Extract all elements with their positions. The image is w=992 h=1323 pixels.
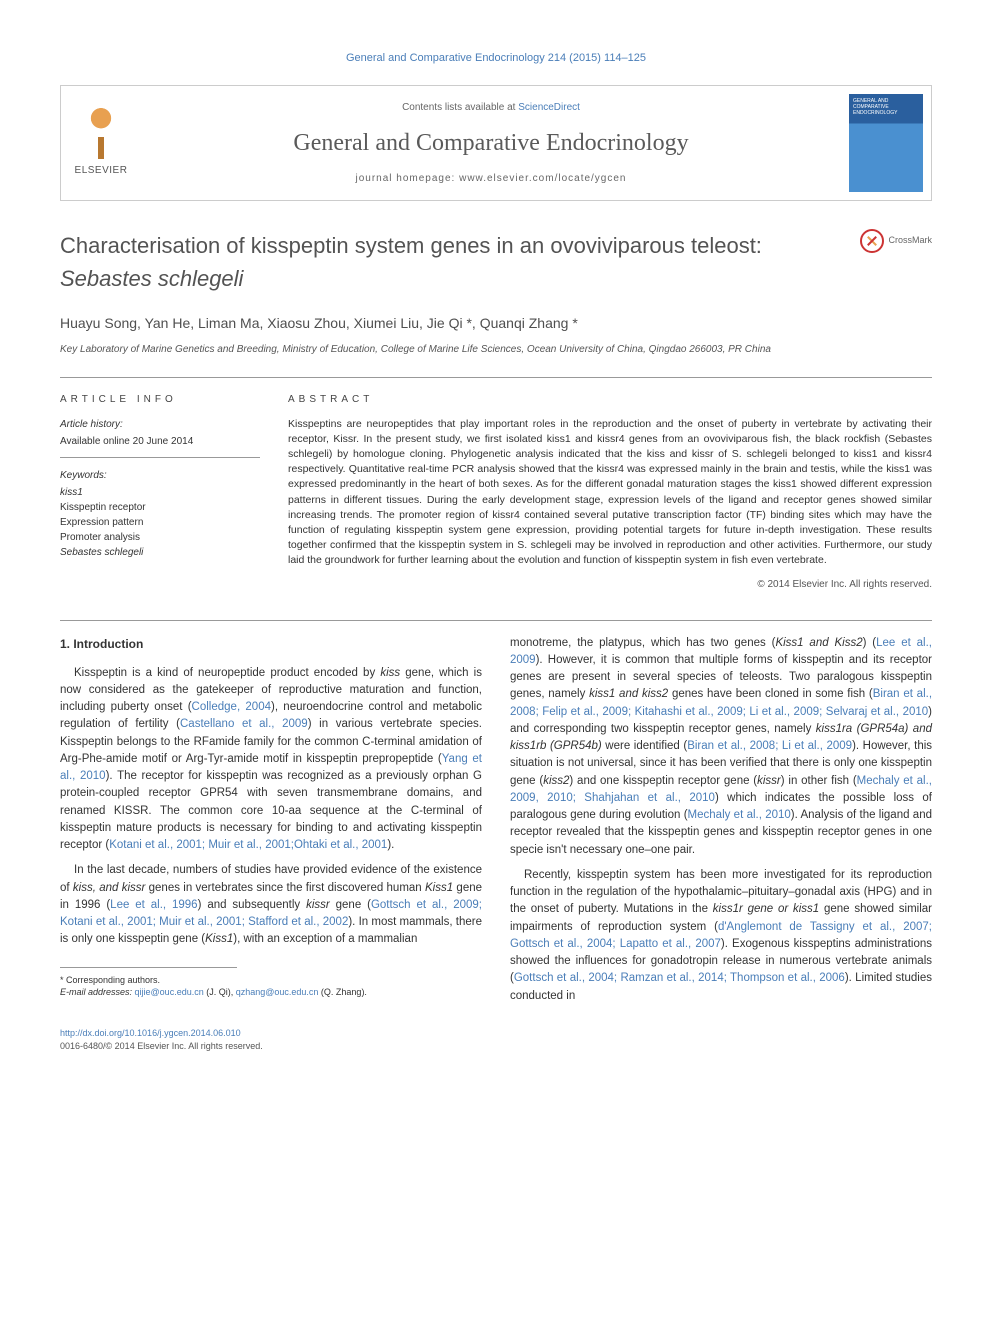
contents-line: Contents lists available at ScienceDirec… [151,100,831,115]
title-species: Sebastes schlegeli [60,266,243,291]
gene-name: kiss1r gene or kiss1 [713,903,819,915]
body-col-left: 1. Introduction Kisspeptin is a kind of … [60,635,482,1013]
text: ), with an exception of a mammalian [233,933,417,945]
abstract-head: ABSTRACT [288,392,932,407]
text: ) in other fish ( [781,775,857,787]
crossmark-icon [860,229,884,253]
author-list: Huayu Song, Yan He, Liman Ma, Xiaosu Zho… [60,313,932,334]
body-columns: 1. Introduction Kisspeptin is a kind of … [60,635,932,1013]
text: ) ( [863,637,877,649]
keyword: Expression pattern [60,515,260,530]
gene-name: kiss1 and kiss2 [589,688,668,700]
paragraph: Recently, kisspeptin system has been mor… [510,867,932,1005]
text: ). [387,839,394,851]
corresponding-authors: * Corresponding authors. E-mail addresse… [60,974,482,999]
elsevier-label: ELSEVIER [75,163,128,178]
issn-line: 0016-6480/© 2014 Elsevier Inc. All right… [60,1041,263,1051]
header-center: Contents lists available at ScienceDirec… [141,86,841,200]
text: genes have been cloned in some fish ( [668,688,873,700]
author-name: (J. Qi), [204,987,236,997]
ref-link[interactable]: Castellano et al., 2009 [180,718,308,730]
gene-name: Kiss1 and Kiss2 [775,637,862,649]
footnote-divider [60,967,237,968]
keyword: kiss1 [60,485,260,500]
gene-name: Kiss1 [205,933,233,945]
email-label: E-mail addresses: [60,987,135,997]
text: gene ( [330,899,371,911]
cover-title: GENERAL AND COMPARATIVE ENDOCRINOLOGY [849,94,923,120]
abstract-text: Kisspeptins are neuropeptides that play … [288,417,932,569]
text: Kisspeptin is a kind of neuropeptide pro… [74,667,380,679]
section-heading: 1. Introduction [60,635,482,653]
article-info-head: ARTICLE INFO [60,392,260,407]
crossmark-label: CrossMark [888,234,932,248]
ref-link[interactable]: Gottsch et al., 2004; Ramzan et al., 201… [514,972,845,984]
keywords-head: Keywords: [60,468,260,483]
paragraph: In the last decade, numbers of studies h… [60,862,482,948]
title-line1: Characterisation of kisspeptin system ge… [60,233,762,258]
keyword: Promoter analysis [60,530,260,545]
journal-name: General and Comparative Endocrinology [151,125,831,161]
keyword: Sebastes schlegeli [60,545,260,560]
elsevier-tree-icon [75,107,127,159]
divider [60,377,932,378]
corr-star: * Corresponding authors. [60,974,482,987]
gene-name: kissr [306,899,330,911]
email-link[interactable]: qijie@ouc.edu.cn [135,987,204,997]
doi-link[interactable]: http://dx.doi.org/10.1016/j.ygcen.2014.0… [60,1028,241,1038]
journal-header: ELSEVIER Contents lists available at Sci… [60,85,932,201]
abstract-copyright: © 2014 Elsevier Inc. All rights reserved… [288,577,932,592]
history-head: Article history: [60,417,260,432]
journal-homepage: journal homepage: www.elsevier.com/locat… [151,171,831,186]
ref-link[interactable]: Kotani et al., 2001; Muir et al., 2001;O… [109,839,387,851]
gene-name: kiss [380,667,400,679]
article-info-sidebar: ARTICLE INFO Article history: Available … [60,392,260,592]
gene-name: kiss, and kissr [73,882,145,894]
author-name: (Q. Zhang). [318,987,367,997]
paragraph: monotreme, the platypus, which has two g… [510,635,932,859]
text: genes in vertebrates since the first dis… [145,882,425,894]
elsevier-logo: ELSEVIER [61,86,141,200]
ref-link[interactable]: Mechaly et al., 2010 [688,809,791,821]
sciencedirect-link[interactable]: ScienceDirect [518,102,580,113]
keyword: Kisspeptin receptor [60,500,260,515]
article-title: Characterisation of kisspeptin system ge… [60,229,860,295]
text: were identified ( [602,740,687,752]
citation-line: General and Comparative Endocrinology 21… [60,50,932,67]
contents-prefix: Contents lists available at [402,102,518,113]
journal-cover-thumbnail: GENERAL AND COMPARATIVE ENDOCRINOLOGY [849,94,923,192]
history-value: Available online 20 June 2014 [60,434,260,449]
gene-name: kiss2 [543,775,569,787]
crossmark-badge[interactable]: CrossMark [860,229,932,253]
text: ) and subsequently [198,899,307,911]
keywords-list: kiss1 Kisspeptin receptor Expression pat… [60,485,260,560]
divider [60,620,932,621]
ref-link[interactable]: Lee et al., 1996 [110,899,197,911]
paragraph: Kisspeptin is a kind of neuropeptide pro… [60,665,482,855]
ref-link[interactable]: Colledge, 2004 [192,701,271,713]
body-col-right: monotreme, the platypus, which has two g… [510,635,932,1013]
page-footer: http://dx.doi.org/10.1016/j.ygcen.2014.0… [60,1027,932,1054]
ref-link[interactable]: Biran et al., 2008; Li et al., 2009 [687,740,852,752]
gene-name: kissr [757,775,781,787]
email-link[interactable]: qzhang@ouc.edu.cn [236,987,319,997]
text: ) and one kisspeptin receptor gene ( [569,775,757,787]
text: monotreme, the platypus, which has two g… [510,637,775,649]
gene-name: Kiss1 [425,882,453,894]
affiliation: Key Laboratory of Marine Genetics and Br… [60,342,932,357]
abstract-block: ABSTRACT Kisspeptins are neuropeptides t… [288,392,932,592]
